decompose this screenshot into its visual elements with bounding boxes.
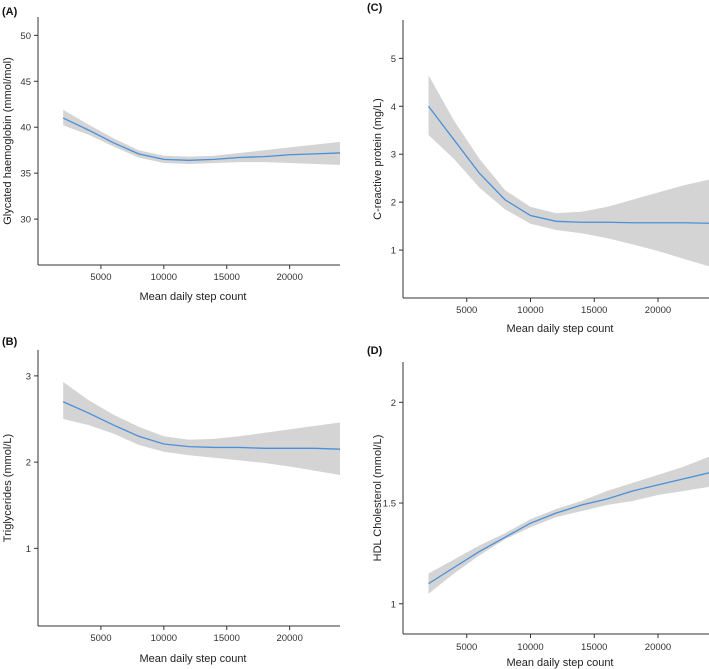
y-tick-label: 30 [20,215,31,226]
x-tick-label: 15000 [581,642,607,653]
panel-b: (B) 1 2 3 5000 10000 15000 20000 Mean daily step… [2,336,341,665]
confidence-band [63,109,341,165]
y-tick-label: 2 [391,398,396,409]
x-axis-title: Mean daily step count [506,323,613,335]
x-tick-label: 15000 [214,633,240,644]
y-tick-label: 2 [26,458,31,469]
y-axis-title: Glycated haemoglobin (mmol/mol) [2,57,14,225]
y-tick-label: 2 [391,198,396,209]
y-tick-label: 4 [391,102,396,113]
x-tick-label: 10000 [517,642,543,653]
x-tick-label: 20000 [645,642,671,653]
y-tick-label: 1 [391,246,396,257]
y-tick-label: 40 [20,123,31,134]
panel-label: (B) [2,336,18,348]
y-tick-label: 45 [20,77,31,88]
y-tick-label: 35 [20,169,31,180]
panel-label: (D) [367,345,383,357]
confidence-band [63,381,341,476]
x-tick-label: 10000 [151,272,177,283]
x-axis-title: Mean daily step count [139,291,246,303]
y-tick-label: 1 [391,599,396,610]
y-axis-title: HDL Cholesterol (mmol/L) [372,435,384,562]
y-tick-label: 3 [391,150,396,161]
x-tick-label: 20000 [276,272,302,283]
y-tick-label: 3 [26,371,31,382]
panel-a: (A) 30 35 40 45 50 5000 10000 15000 20000 Mean dai… [2,6,341,303]
x-tick-label: 5000 [456,305,477,316]
x-tick-label: 15000 [214,272,240,283]
x-tick-label: 5000 [90,633,111,644]
panel-d: (D) 1 1.5 2 5000 10000 15000 20000 Mean daily st… [367,345,709,669]
panel-label: (A) [2,6,18,18]
x-tick-label: 10000 [517,305,543,316]
x-tick-label: 5000 [456,642,477,653]
fitted-line [62,401,341,450]
x-tick-label: 20000 [645,305,671,316]
x-tick-label: 20000 [276,633,302,644]
fitted-line [428,472,709,585]
y-tick-label: 5 [391,54,396,65]
panel-c: (C) 1 2 3 4 5 5000 10000 15000 20000 Mean daily st… [367,2,709,335]
x-tick-label: 10000 [151,633,177,644]
confidence-band [428,75,709,267]
x-axis-title: Mean daily step count [139,653,246,665]
y-axis-title: Triglycerides (mmol/L) [2,434,14,542]
fitted-line [427,105,709,224]
x-tick-label: 15000 [581,305,607,316]
panel-label: (C) [367,2,383,14]
y-axis-title: C-reactive protein (mg/L) [372,98,384,220]
y-tick-label: 50 [20,31,31,42]
y-tick-label: 1.5 [383,499,396,510]
fitted-line [62,117,341,161]
x-axis-title: Mean daily step count [506,657,613,669]
x-tick-label: 5000 [90,272,111,283]
y-tick-label: 1 [26,544,31,555]
confidence-band [428,456,709,594]
